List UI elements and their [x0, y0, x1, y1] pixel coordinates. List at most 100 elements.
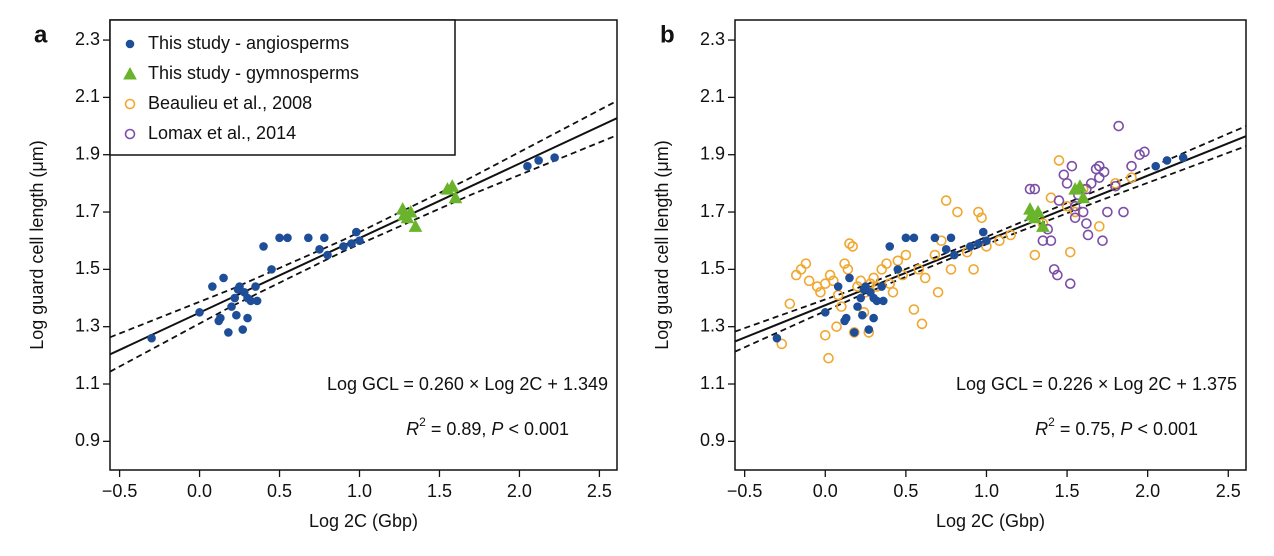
- point: [1102, 206, 1113, 218]
- point: [1110, 180, 1121, 192]
- point: [1094, 172, 1105, 183]
- stats-part: < 0.001: [1132, 419, 1198, 439]
- panel-label: a: [34, 21, 48, 48]
- point: [842, 264, 854, 275]
- y-tick-label: 2.3: [700, 29, 725, 49]
- point: [976, 212, 987, 224]
- stats-part: P: [491, 419, 503, 439]
- point: [1113, 120, 1124, 132]
- stats: R2 = 0.75, P < 0.001: [1035, 415, 1198, 439]
- point: [243, 313, 252, 323]
- point: [994, 235, 1005, 247]
- plot-frame: [734, 19, 1247, 471]
- point: [1082, 229, 1094, 241]
- point: [1029, 249, 1041, 261]
- x-axis-label: Log 2C (Gbp): [936, 511, 1045, 531]
- y-tick-label: 1.5: [75, 258, 100, 278]
- point: [949, 250, 959, 260]
- point: [275, 233, 284, 243]
- point: [1058, 169, 1070, 181]
- x-tick-label: −0.5: [102, 481, 138, 501]
- legend-marker: [125, 39, 135, 49]
- point: [887, 286, 899, 298]
- point: [900, 249, 912, 261]
- point: [1126, 172, 1137, 183]
- point: [869, 313, 878, 323]
- point: [445, 179, 460, 192]
- point: [1069, 201, 1081, 212]
- x-axis-label: Log 2C (Gbp): [309, 511, 418, 531]
- point: [776, 338, 788, 350]
- y-tick-label: 1.1: [700, 373, 725, 393]
- x-tick-label: 2.0: [507, 481, 532, 501]
- point: [224, 328, 233, 337]
- point: [534, 156, 543, 165]
- y-tick-label: 1.3: [700, 315, 725, 335]
- point: [820, 308, 830, 317]
- point: [940, 195, 952, 206]
- point: [861, 282, 870, 291]
- point: [1066, 160, 1078, 172]
- stats-part: < 0.001: [503, 419, 569, 439]
- fit-line: [110, 117, 617, 356]
- point: [235, 282, 244, 291]
- stats-part: R: [1035, 419, 1048, 439]
- point: [932, 286, 944, 298]
- point: [1029, 183, 1041, 195]
- point: [968, 264, 979, 275]
- y-tick-label: 1.9: [75, 143, 100, 163]
- legend-label: Lomax et al., 2014: [148, 123, 296, 143]
- point: [946, 233, 956, 243]
- point: [232, 310, 241, 320]
- y-tick-label: 1.9: [700, 143, 725, 163]
- point: [879, 296, 888, 306]
- point: [831, 321, 842, 332]
- point: [848, 327, 860, 338]
- x-tick-label: 2.5: [1216, 481, 1241, 501]
- x-tick-label: 2.5: [587, 481, 612, 501]
- point: [1069, 206, 1081, 218]
- point: [259, 242, 268, 251]
- stats-part: 2: [419, 415, 426, 429]
- x-tick-label: 0.5: [267, 481, 292, 501]
- point: [355, 236, 364, 246]
- point: [824, 269, 836, 281]
- point: [251, 282, 260, 291]
- stats-part: R: [406, 419, 419, 439]
- point: [1126, 160, 1137, 172]
- point: [973, 206, 984, 218]
- point: [1064, 278, 1076, 289]
- point: [858, 310, 867, 320]
- point: [853, 302, 862, 311]
- point: [283, 233, 292, 243]
- stats: R2 = 0.89, P < 0.001: [406, 415, 569, 439]
- point: [982, 236, 991, 246]
- point: [208, 282, 217, 291]
- point: [238, 325, 248, 334]
- y-tick-label: 0.9: [700, 430, 725, 450]
- point: [1162, 156, 1172, 165]
- x-tick-label: 1.0: [347, 481, 372, 501]
- panel-label: b: [660, 21, 675, 48]
- point: [1064, 246, 1076, 258]
- point: [1076, 190, 1091, 204]
- legend-marker: [124, 128, 136, 140]
- fit-line: [735, 135, 1246, 343]
- point: [844, 238, 855, 249]
- point: [1118, 206, 1129, 218]
- point: [1073, 179, 1087, 192]
- y-tick-label: 1.3: [75, 315, 100, 335]
- point: [1081, 218, 1092, 229]
- point: [1110, 178, 1121, 189]
- point: [952, 206, 963, 218]
- point: [1069, 212, 1081, 224]
- point: [966, 242, 975, 251]
- point: [1031, 204, 1045, 218]
- x-tick-label: −0.5: [727, 481, 763, 501]
- point: [790, 269, 802, 281]
- point: [523, 161, 532, 171]
- legend-box: [109, 19, 456, 156]
- point: [945, 264, 957, 275]
- point: [267, 265, 276, 274]
- point: [1085, 178, 1097, 189]
